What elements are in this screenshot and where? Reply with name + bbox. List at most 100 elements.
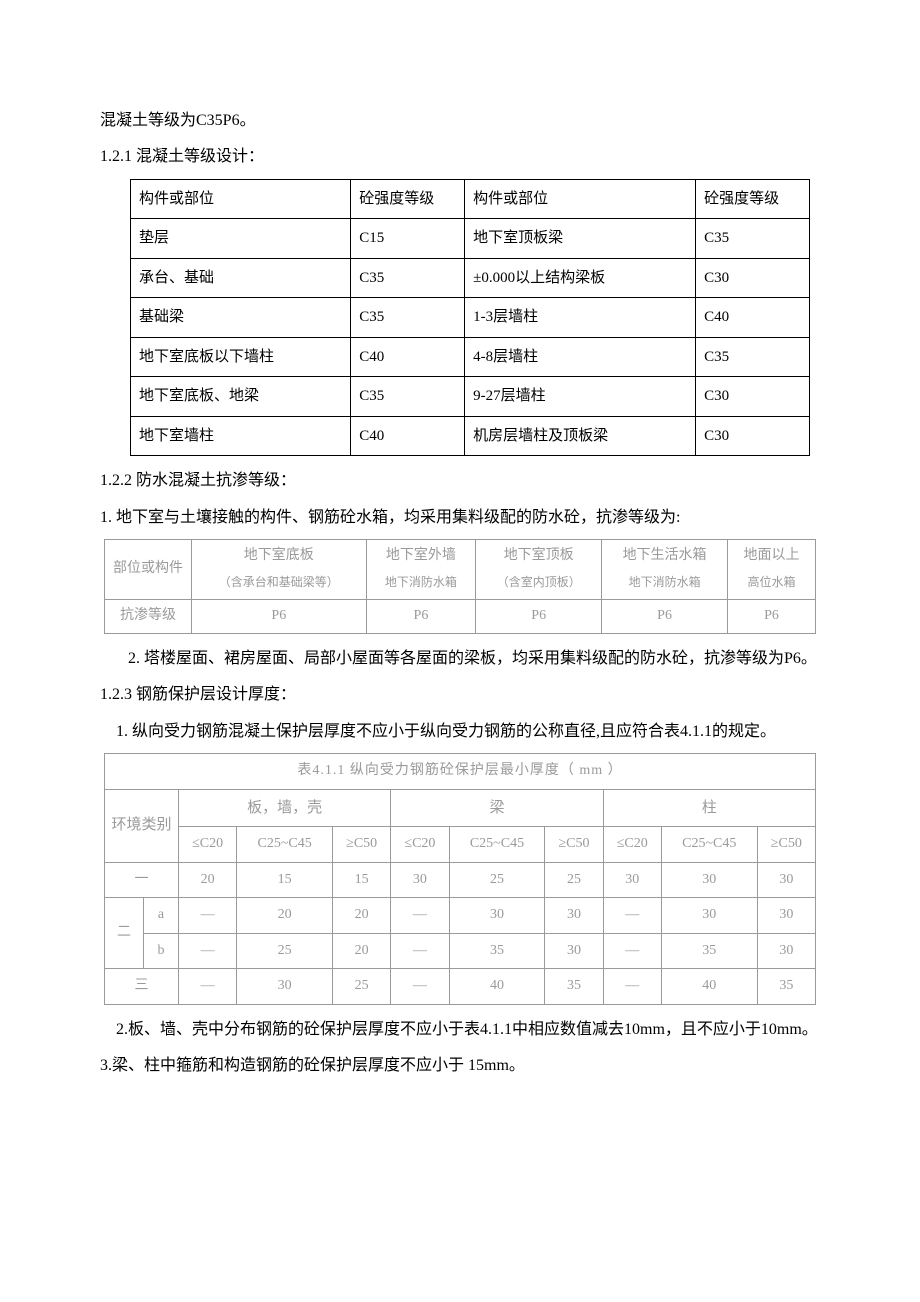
env-cell: 一 [105, 862, 179, 898]
cell: 垫层 [131, 219, 351, 259]
table-row: 承台、基础C35±0.000以上结构梁板C30 [131, 258, 810, 298]
table-title: 表4.1.1 纵向受力钢筋砼保护层最小厚度（ mm ） [105, 754, 816, 790]
cell-line: 地下室顶板 [504, 548, 574, 563]
table-row: ≤C20C25~C45≥C50 ≤C20C25~C45≥C50 ≤C20C25~… [105, 827, 816, 863]
cell: 30 [757, 862, 815, 898]
section-1-2-2-p2: 2. 塔楼屋面、裙房屋面、局部小屋面等各屋面的梁板，均采用集料级配的防水砼，抗渗… [100, 644, 820, 674]
cell-line: 高位水箱 [747, 575, 795, 589]
cell: P6 [728, 600, 816, 634]
group-header: 板，墙，壳 [179, 789, 391, 827]
cell: 地下生活水箱地下消防水箱 [602, 540, 728, 600]
cell: 地面以上高位水箱 [728, 540, 816, 600]
cell: C15 [351, 219, 465, 259]
table-title-row: 表4.1.1 纵向受力钢筋砼保护层最小厚度（ mm ） [105, 754, 816, 790]
cell: P6 [366, 600, 476, 634]
row-header: 环境类别 [105, 789, 179, 862]
cell: 15 [237, 862, 333, 898]
cell: 35 [661, 933, 757, 969]
cell-line: （含承台和基础梁等） [219, 575, 339, 589]
table-header: 砼强度等级 [351, 179, 465, 219]
cell: C40 [351, 416, 465, 456]
cell: — [391, 969, 449, 1005]
cell: 40 [661, 969, 757, 1005]
cell: 机房层墙柱及顶板梁 [465, 416, 696, 456]
cell: 35 [545, 969, 603, 1005]
table-row: b —2520 —3530 —3530 [105, 933, 816, 969]
cover-thickness-table: 表4.1.1 纵向受力钢筋砼保护层最小厚度（ mm ） 环境类别 板，墙，壳 梁… [104, 753, 816, 1005]
table-row: 构件或部位 砼强度等级 构件或部位 砼强度等级 [131, 179, 810, 219]
table-header: 构件或部位 [131, 179, 351, 219]
cell-line: 地下消防水箱 [385, 575, 457, 589]
impermeability-table: 部位或构件 地下室底板（含承台和基础梁等） 地下室外墙地下消防水箱 地下室顶板（… [104, 539, 816, 634]
cell: C35 [351, 258, 465, 298]
cell: C35 [696, 219, 810, 259]
cell: 30 [545, 898, 603, 934]
group-header: 梁 [391, 789, 603, 827]
env-sub-cell: b [144, 933, 179, 969]
cell: 30 [545, 933, 603, 969]
cell-line: （含室内顶板） [497, 575, 581, 589]
cell-line: 地下生活水箱 [623, 548, 707, 563]
cell: C40 [351, 337, 465, 377]
cell: 25 [545, 862, 603, 898]
cell: 承台、基础 [131, 258, 351, 298]
cell: P6 [602, 600, 728, 634]
cell: — [603, 933, 661, 969]
section-1-2-3-p2: 2.板、墙、壳中分布钢筋的砼保护层厚度不应小于表4.1.1中相应数值减去10mm… [100, 1015, 820, 1045]
table-row: 基础梁C351-3层墙柱C40 [131, 298, 810, 338]
sub-header: ≥C50 [333, 827, 391, 863]
cell: — [391, 898, 449, 934]
cell: 30 [661, 898, 757, 934]
cell-line: 地下室底板 [244, 548, 314, 563]
table-row: 抗渗等级 P6 P6 P6 P6 P6 [105, 600, 816, 634]
cell: 20 [333, 933, 391, 969]
cell: — [391, 933, 449, 969]
table-row: 垫层C15地下室顶板梁C35 [131, 219, 810, 259]
document-page: 混凝土等级为C35P6。 1.2.1 混凝土等级设计： 构件或部位 砼强度等级 … [0, 0, 920, 1302]
concrete-grade-table: 构件或部位 砼强度等级 构件或部位 砼强度等级 垫层C15地下室顶板梁C35 承… [130, 179, 810, 457]
cell-line: 地面以上 [744, 548, 800, 563]
sub-header: C25~C45 [661, 827, 757, 863]
cell: 30 [757, 898, 815, 934]
cell-line: 地下室外墙 [386, 548, 456, 563]
cell: 30 [661, 862, 757, 898]
cell: 40 [449, 969, 545, 1005]
cell: 25 [333, 969, 391, 1005]
env-sub-cell: a [144, 898, 179, 934]
cell: 25 [237, 933, 333, 969]
cell: 地下室底板、地梁 [131, 377, 351, 417]
cell: 地下室顶板梁 [465, 219, 696, 259]
table-row: 二 a —2020 —3030 —3030 [105, 898, 816, 934]
table-row: 地下室墙柱C40机房层墙柱及顶板梁C30 [131, 416, 810, 456]
cell: — [179, 898, 237, 934]
cell: — [179, 933, 237, 969]
cell: 1-3层墙柱 [465, 298, 696, 338]
cell: 35 [757, 969, 815, 1005]
sub-header: C25~C45 [449, 827, 545, 863]
intro-paragraph: 混凝土等级为C35P6。 [100, 106, 820, 136]
cell: 地下室底板以下墙柱 [131, 337, 351, 377]
table-row: 一 201515 302525 303030 [105, 862, 816, 898]
section-1-2-2-heading: 1.2.2 防水混凝土抗渗等级： [100, 466, 820, 496]
sub-header: C25~C45 [237, 827, 333, 863]
table-row: 地下室底板、地梁C359-27层墙柱C30 [131, 377, 810, 417]
table-row: 地下室底板以下墙柱C404-8层墙柱C35 [131, 337, 810, 377]
cell: ±0.000以上结构梁板 [465, 258, 696, 298]
env-cell: 二 [105, 898, 144, 969]
cell-line: 地下消防水箱 [629, 575, 701, 589]
cell: 25 [449, 862, 545, 898]
row-header: 抗渗等级 [105, 600, 192, 634]
sub-header: ≥C50 [545, 827, 603, 863]
table-row: 三 —3025 —4035 —4035 [105, 969, 816, 1005]
cell: 20 [237, 898, 333, 934]
cell: C40 [696, 298, 810, 338]
cell: C30 [696, 258, 810, 298]
section-1-2-3-heading: 1.2.3 钢筋保护层设计厚度： [100, 680, 820, 710]
sub-header: ≤C20 [603, 827, 661, 863]
cell: 30 [391, 862, 449, 898]
cell: C30 [696, 377, 810, 417]
cell: C35 [351, 298, 465, 338]
cell: C30 [696, 416, 810, 456]
cell: 30 [757, 933, 815, 969]
sub-header: ≤C20 [179, 827, 237, 863]
